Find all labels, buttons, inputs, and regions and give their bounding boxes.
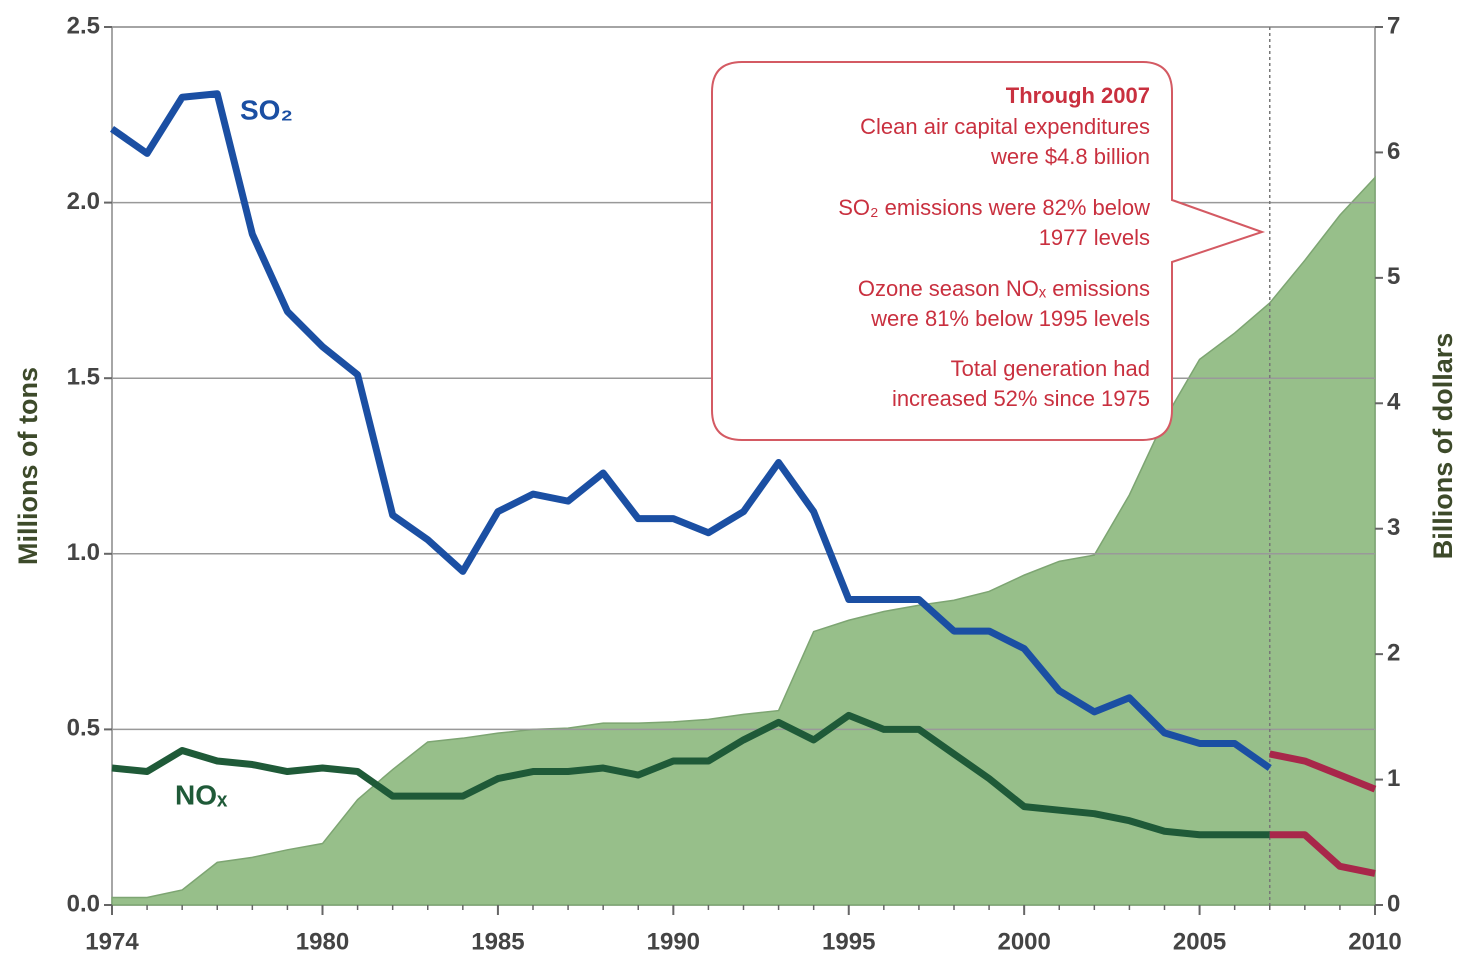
- callout-text: Clean air capital expenditures: [860, 114, 1150, 139]
- line: [1269, 750, 1377, 793]
- y2-tick-label: 7: [1387, 12, 1400, 39]
- x-tick-label: 1990: [647, 928, 700, 955]
- x-tick-label: 2010: [1348, 928, 1401, 955]
- area: [111, 175, 1376, 906]
- y-tick-label: 1.5: [67, 364, 100, 391]
- y2-axis-label: Billions of dollars: [1428, 333, 1458, 560]
- callout-text: SO₂ emissions were 82% below: [838, 195, 1150, 220]
- callout-text: 1977 levels: [1039, 225, 1150, 250]
- callout-text: were $4.8 billion: [990, 144, 1150, 169]
- x-tick-label: 1995: [822, 928, 875, 955]
- x-tick-label: 1985: [471, 928, 524, 955]
- callout-text: Total generation had: [951, 356, 1150, 381]
- x-tick-label: 1974: [85, 928, 139, 955]
- y-tick-label: 0.5: [67, 715, 100, 742]
- x-tick-label: 2005: [1173, 928, 1226, 955]
- x-tick-label: 2000: [997, 928, 1050, 955]
- y-tick-label: 2.5: [67, 12, 100, 39]
- y2-tick-label: 4: [1387, 389, 1401, 416]
- series-label: SO₂: [240, 94, 293, 125]
- y-tick-label: 1.0: [67, 539, 100, 566]
- y-tick-label: 0.0: [67, 890, 100, 917]
- y2-tick-label: 5: [1387, 263, 1400, 290]
- y-tick-label: 2.0: [67, 188, 100, 215]
- y2-tick-label: 3: [1387, 514, 1400, 541]
- callout-text: were 81% below 1995 levels: [870, 306, 1150, 331]
- line: [109, 90, 1272, 771]
- callout-text: Ozone season NOₓ emissions: [858, 276, 1150, 301]
- x-tick-label: 1980: [296, 928, 349, 955]
- y2-tick-label: 0: [1387, 890, 1400, 917]
- y2-tick-label: 1: [1387, 765, 1400, 792]
- line: [111, 711, 1270, 839]
- callout-text: Through 2007: [1006, 83, 1150, 108]
- line: [1269, 831, 1376, 877]
- series-label: NOₓ: [175, 779, 228, 810]
- y2-tick-label: 2: [1387, 639, 1400, 666]
- callout-box: [711, 61, 1266, 441]
- y-axis-label: Millions of tons: [13, 367, 43, 565]
- y2-tick-label: 6: [1387, 138, 1400, 165]
- callout-text: increased 52% since 1975: [892, 386, 1150, 411]
